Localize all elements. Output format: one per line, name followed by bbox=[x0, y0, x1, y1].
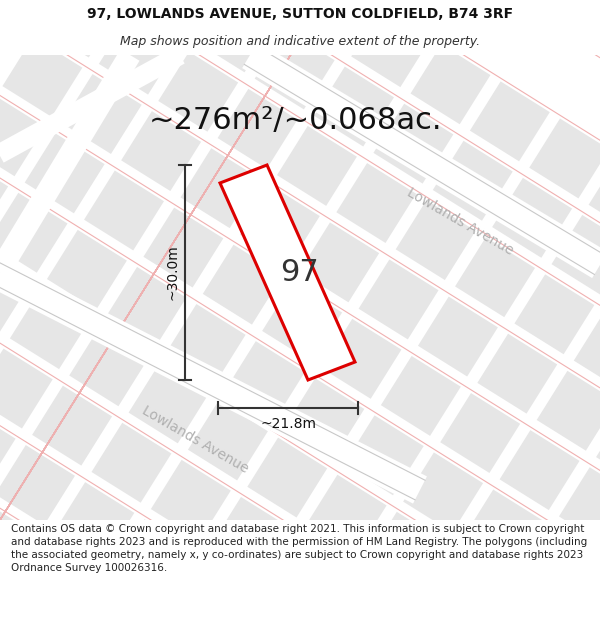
Polygon shape bbox=[529, 119, 600, 198]
Polygon shape bbox=[114, 519, 194, 599]
Polygon shape bbox=[292, 0, 372, 50]
Polygon shape bbox=[40, 0, 119, 58]
Polygon shape bbox=[500, 430, 580, 510]
Polygon shape bbox=[210, 497, 290, 577]
Polygon shape bbox=[91, 422, 172, 502]
Text: Contains OS data © Crown copyright and database right 2021. This information is : Contains OS data © Crown copyright and d… bbox=[11, 524, 587, 572]
Polygon shape bbox=[440, 393, 520, 473]
Polygon shape bbox=[225, 341, 305, 421]
Polygon shape bbox=[492, 178, 572, 258]
Polygon shape bbox=[470, 81, 550, 161]
Polygon shape bbox=[277, 126, 357, 206]
Polygon shape bbox=[218, 89, 298, 169]
Text: 97: 97 bbox=[280, 258, 319, 287]
Polygon shape bbox=[574, 311, 600, 391]
Polygon shape bbox=[69, 326, 149, 406]
Polygon shape bbox=[337, 163, 416, 243]
Polygon shape bbox=[17, 541, 97, 621]
Polygon shape bbox=[32, 386, 112, 466]
Polygon shape bbox=[62, 74, 142, 154]
Polygon shape bbox=[220, 165, 355, 380]
Polygon shape bbox=[0, 408, 16, 488]
Polygon shape bbox=[262, 282, 342, 362]
Polygon shape bbox=[366, 512, 446, 592]
Polygon shape bbox=[0, 156, 8, 236]
Polygon shape bbox=[307, 475, 386, 554]
Polygon shape bbox=[589, 156, 600, 236]
Polygon shape bbox=[351, 8, 431, 87]
Polygon shape bbox=[166, 304, 245, 384]
Polygon shape bbox=[0, 252, 31, 332]
Polygon shape bbox=[121, 111, 201, 191]
Polygon shape bbox=[0, 445, 75, 525]
Polygon shape bbox=[463, 489, 542, 569]
Polygon shape bbox=[551, 215, 600, 295]
Polygon shape bbox=[536, 371, 600, 451]
Polygon shape bbox=[322, 319, 401, 399]
Polygon shape bbox=[203, 244, 283, 324]
Polygon shape bbox=[381, 356, 461, 436]
Polygon shape bbox=[403, 452, 483, 532]
Polygon shape bbox=[181, 148, 260, 228]
Polygon shape bbox=[284, 378, 364, 458]
Polygon shape bbox=[99, 14, 179, 94]
Polygon shape bbox=[25, 133, 104, 213]
Polygon shape bbox=[128, 363, 209, 443]
Text: Map shows position and indicative extent of the property.: Map shows position and indicative extent… bbox=[120, 35, 480, 48]
Polygon shape bbox=[196, 0, 275, 72]
Polygon shape bbox=[151, 460, 231, 540]
Polygon shape bbox=[0, 504, 38, 584]
Polygon shape bbox=[2, 37, 82, 117]
Polygon shape bbox=[299, 222, 379, 302]
Text: Lowlands Avenue: Lowlands Avenue bbox=[404, 186, 515, 258]
Text: ~21.8m: ~21.8m bbox=[260, 417, 316, 431]
Polygon shape bbox=[314, 67, 394, 146]
Polygon shape bbox=[344, 416, 424, 495]
Polygon shape bbox=[240, 186, 320, 265]
Polygon shape bbox=[0, 96, 45, 176]
Polygon shape bbox=[0, 192, 68, 272]
Text: Lowlands Avenue: Lowlands Avenue bbox=[139, 404, 251, 476]
Polygon shape bbox=[84, 171, 164, 251]
Polygon shape bbox=[410, 44, 490, 124]
Polygon shape bbox=[559, 468, 600, 547]
Polygon shape bbox=[0, 349, 53, 429]
Polygon shape bbox=[418, 297, 498, 376]
Polygon shape bbox=[188, 401, 268, 481]
Polygon shape bbox=[136, 0, 216, 35]
Polygon shape bbox=[173, 556, 253, 625]
Polygon shape bbox=[10, 289, 90, 369]
Polygon shape bbox=[395, 200, 476, 280]
Polygon shape bbox=[522, 527, 600, 606]
Polygon shape bbox=[425, 549, 505, 625]
Text: ~30.0m: ~30.0m bbox=[165, 244, 179, 301]
Polygon shape bbox=[478, 334, 557, 414]
Polygon shape bbox=[158, 52, 238, 132]
Text: ~276m²/~0.068ac.: ~276m²/~0.068ac. bbox=[148, 106, 442, 134]
Polygon shape bbox=[433, 141, 513, 221]
Polygon shape bbox=[373, 104, 454, 184]
Polygon shape bbox=[359, 259, 439, 339]
Text: 97, LOWLANDS AVENUE, SUTTON COLDFIELD, B74 3RF: 97, LOWLANDS AVENUE, SUTTON COLDFIELD, B… bbox=[87, 7, 513, 21]
Polygon shape bbox=[143, 208, 223, 288]
Polygon shape bbox=[247, 438, 327, 518]
Polygon shape bbox=[455, 238, 535, 317]
Polygon shape bbox=[269, 534, 350, 614]
Polygon shape bbox=[596, 408, 600, 488]
Polygon shape bbox=[254, 29, 335, 109]
Polygon shape bbox=[514, 274, 595, 354]
Polygon shape bbox=[55, 482, 134, 562]
Polygon shape bbox=[47, 230, 127, 310]
Polygon shape bbox=[106, 267, 186, 347]
